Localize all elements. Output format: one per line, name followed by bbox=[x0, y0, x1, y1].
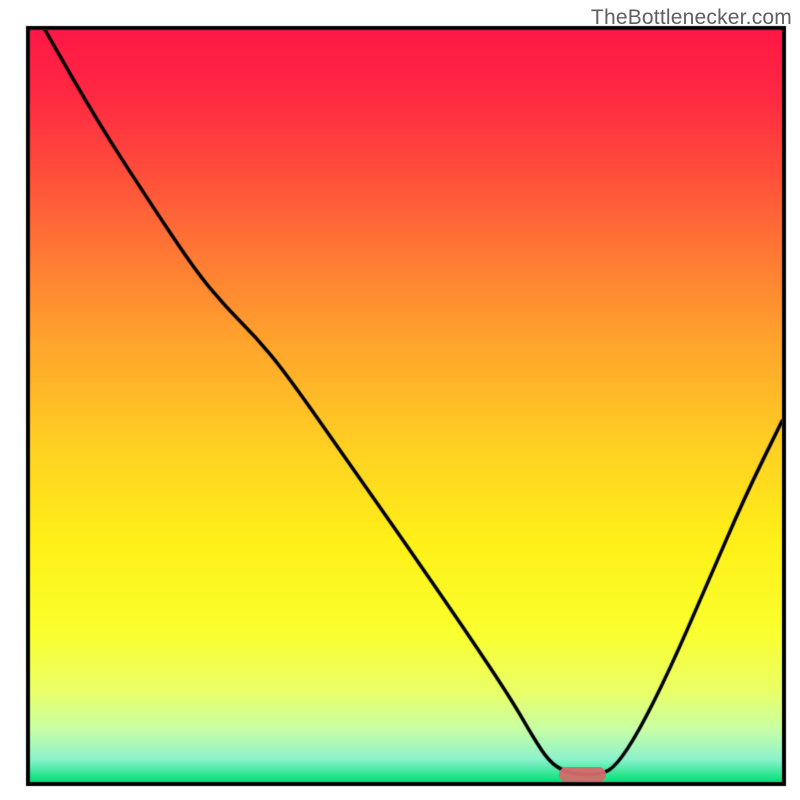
axes-frame bbox=[0, 0, 800, 800]
watermark-text: TheBottlenecker.com bbox=[591, 6, 792, 30]
chart-stage: TheBottlenecker.com bbox=[0, 0, 800, 800]
